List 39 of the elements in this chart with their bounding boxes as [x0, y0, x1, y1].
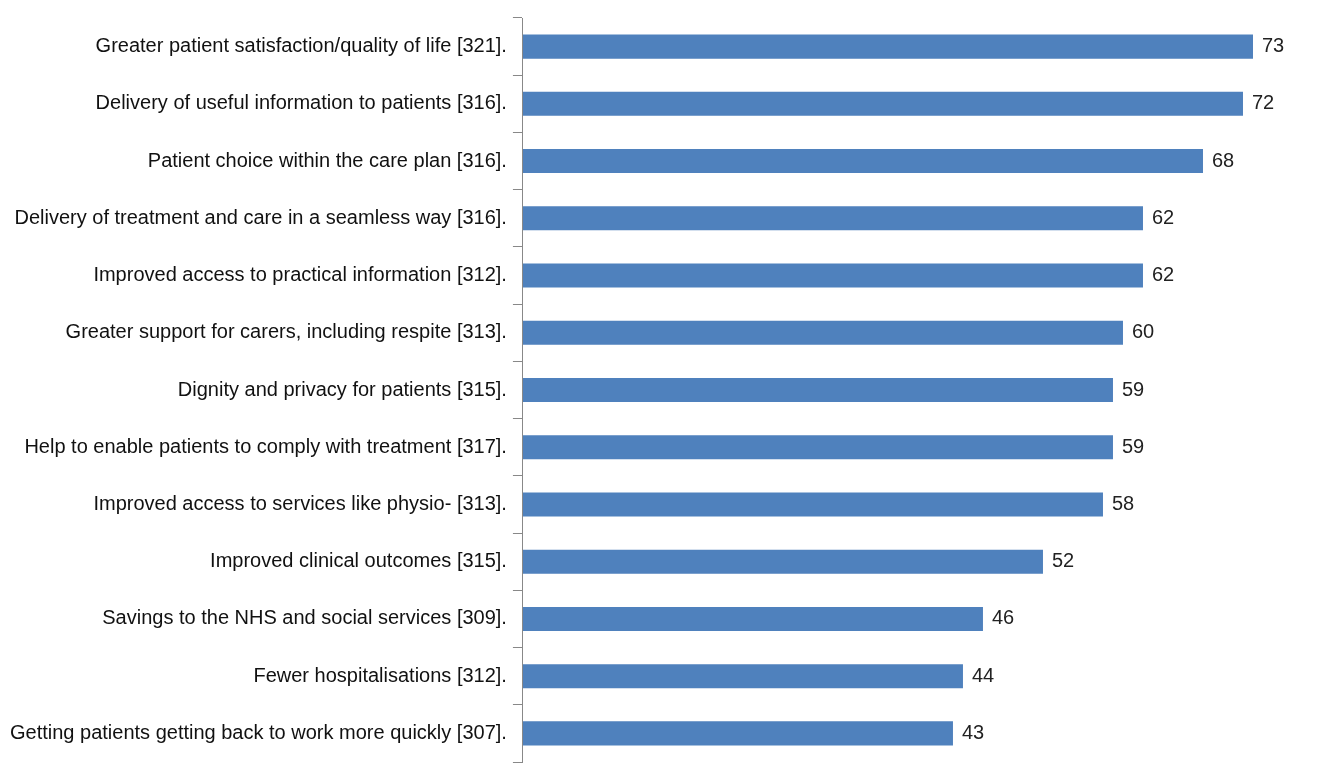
bar [522, 320, 1123, 345]
bar [522, 492, 1103, 517]
bar [522, 34, 1253, 59]
y-tick-label: Dignity and privacy for patients [315]. [177, 377, 507, 400]
bar [522, 435, 1113, 460]
data-label: 73 [1261, 34, 1285, 57]
data-label: 68 [1211, 148, 1235, 171]
data-label: 60 [1131, 320, 1155, 343]
y-tick-label: Greater support for carers, including respite [313]. [65, 320, 507, 343]
data-label: 59 [1121, 434, 1145, 457]
data-label: 62 [1151, 263, 1175, 286]
bar [522, 263, 1143, 288]
y-tick-label: Getting patients getting back to work more quickly [307]. [9, 720, 507, 743]
data-label: 59 [1121, 377, 1145, 400]
y-tick-label: Savings to the NHS and social services [309]. [102, 606, 507, 629]
data-label: 43 [961, 720, 985, 743]
y-tick-label: Patient choice within the care plan [316]. [147, 148, 507, 171]
bar [522, 721, 953, 746]
data-label: 44 [971, 663, 995, 686]
bar [522, 664, 963, 689]
data-label: 58 [1111, 491, 1135, 514]
bar [522, 91, 1243, 116]
bar [522, 549, 1043, 574]
data-label: 46 [991, 606, 1015, 629]
data-label: 72 [1251, 91, 1275, 114]
y-tick-label: Delivery of useful information to patients [316]. [95, 91, 507, 114]
y-tick-label: Delivery of treatment and care in a seamless way [316]. [14, 205, 507, 228]
bar [522, 206, 1143, 231]
y-tick-label: Help to enable patients to comply with treatment [317]. [24, 434, 507, 457]
bar [522, 377, 1113, 403]
y-tick-label: Fewer hospitalisations [312]. [253, 663, 507, 686]
y-tick-label: Greater patient satisfaction/quality of life [321]. [95, 34, 507, 57]
y-tick-label: Improved access to practical information [312]. [93, 263, 507, 286]
data-label: 62 [1151, 205, 1175, 228]
data-label: 52 [1051, 549, 1075, 572]
y-tick-label: Improved access to services like physio- [313]. [93, 491, 507, 514]
bar [522, 606, 983, 631]
bar [522, 149, 1203, 174]
y-tick-label: Improved clinical outcomes [315]. [210, 549, 507, 572]
